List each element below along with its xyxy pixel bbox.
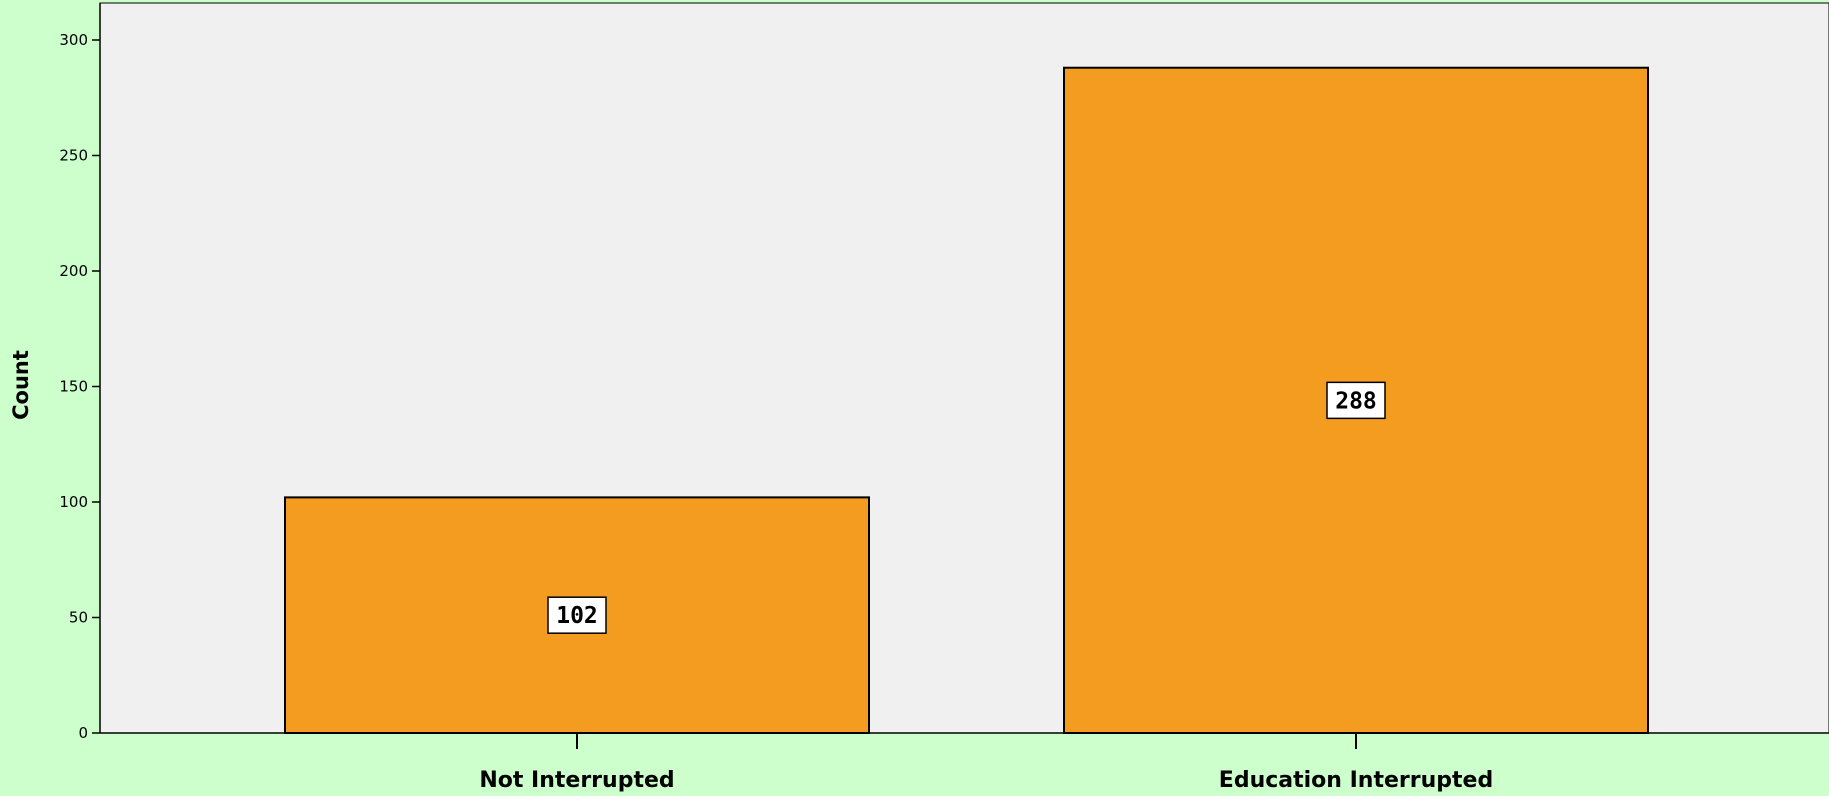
y-tick-label: 0 bbox=[78, 724, 88, 742]
y-tick-label: 50 bbox=[69, 609, 88, 627]
y-tick-label: 100 bbox=[59, 493, 88, 511]
x-tick-label: Not Interrupted bbox=[479, 768, 674, 793]
data-label-box bbox=[547, 596, 607, 634]
y-tick-label: 150 bbox=[59, 378, 88, 396]
x-tick-label: Education Interrupted bbox=[1219, 768, 1493, 793]
y-axis-title: Count bbox=[9, 350, 33, 420]
y-axis: 0 50 100 150 200 250 300 bbox=[59, 3, 101, 742]
data-label: 288 bbox=[1335, 388, 1377, 414]
y-tick-label: 300 bbox=[59, 31, 88, 49]
data-label-box bbox=[1326, 381, 1386, 420]
y-tick-label: 250 bbox=[59, 147, 88, 165]
y-tick-label: 200 bbox=[59, 262, 88, 280]
x-axis: Not Interrupted Education Interrupted bbox=[100, 732, 1829, 793]
data-label: 102 bbox=[556, 603, 598, 629]
data-labels: 102 288 bbox=[547, 381, 1386, 634]
